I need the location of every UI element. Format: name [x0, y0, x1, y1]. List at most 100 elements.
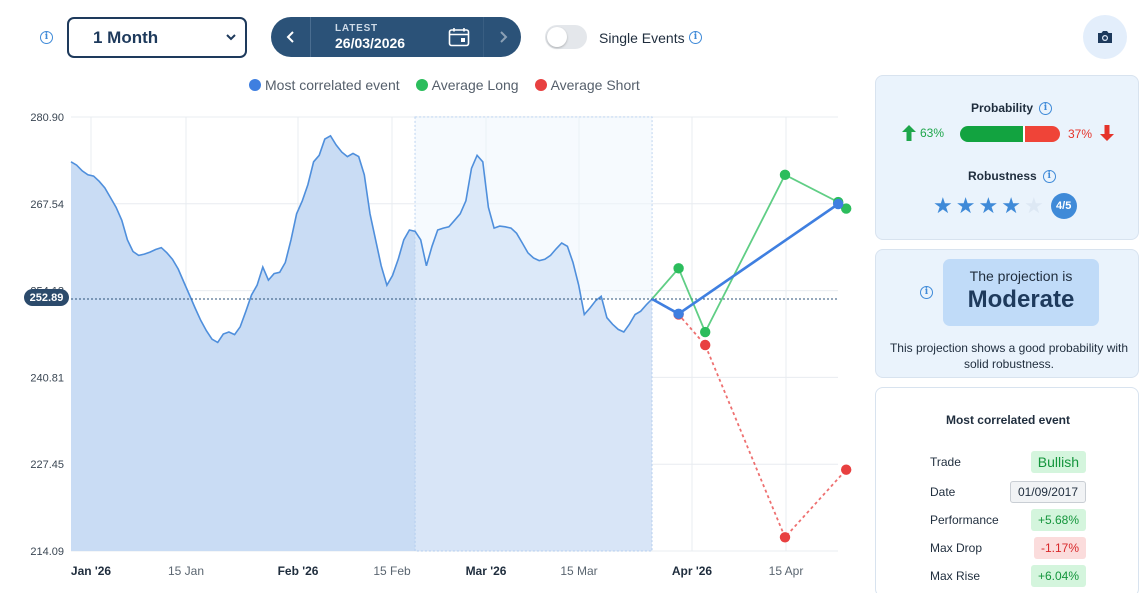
event-max-rise-value: +6.04%	[1030, 565, 1086, 587]
event-date-value: 01/09/2017	[1009, 481, 1086, 503]
chevron-right-icon	[499, 31, 507, 43]
star-icon: ★	[933, 193, 953, 218]
legend-item-most-correlated[interactable]: Most correlated event	[249, 77, 400, 93]
screenshot-button[interactable]	[1083, 15, 1127, 59]
probability-separator	[1023, 126, 1025, 142]
probability-heading: Probability i	[971, 101, 1053, 115]
price-chart[interactable]: 280.90267.54254.18240.81227.45214.09Jan …	[0, 100, 860, 593]
star-icon: ★	[1023, 193, 1044, 218]
highlight-overlay	[415, 117, 652, 551]
info-icon[interactable]: i	[689, 31, 702, 44]
legend-dot	[415, 79, 428, 91]
y-tick-label: 267.54	[30, 199, 64, 211]
legend-label: Average Short	[550, 77, 640, 93]
info-icon[interactable]: i	[1039, 101, 1053, 115]
period-select[interactable]: 1 Month	[67, 17, 247, 58]
probability-bar	[960, 126, 1060, 142]
event-max-drop-value: -1.17%	[1033, 537, 1086, 559]
x-tick-label: Mar '26	[466, 564, 507, 578]
arrow-up-icon	[902, 125, 916, 141]
series-most-correlated-line	[651, 202, 839, 316]
y-tick-label: 214.09	[30, 546, 64, 558]
y-tick-label: 240.81	[30, 372, 64, 384]
y-tick-label: 280.90	[30, 112, 64, 124]
highlight-window-border	[414, 116, 653, 552]
legend-item-average-long[interactable]: Average Long	[415, 77, 519, 93]
series-average-short-point	[700, 339, 711, 351]
projection-box: The projection is Moderate	[943, 259, 1099, 326]
star-icon: ★	[978, 193, 999, 218]
series-most-correlated-point	[673, 308, 684, 320]
probability-short: 37%	[1068, 127, 1093, 141]
highlight-top-fill	[415, 117, 652, 299]
robustness-badge: 4/5	[1050, 193, 1077, 219]
legend-dot	[249, 79, 261, 91]
info-icon[interactable]: i	[40, 31, 53, 44]
series-most-correlated-point	[833, 198, 844, 210]
arrow-down-icon	[1100, 125, 1114, 141]
series-average-short-line	[651, 298, 847, 539]
previous-date-button[interactable]	[271, 17, 311, 57]
legend-label: Most correlated event	[265, 77, 400, 93]
probability-row: 63% 37%	[902, 125, 1114, 142]
projection-description: This projection shows a good probability…	[889, 341, 1129, 371]
event-row-label: Trade	[930, 455, 961, 469]
x-tick-label: Apr '26	[672, 564, 713, 578]
series-average-long-point	[673, 263, 684, 274]
chevron-down-icon	[225, 31, 237, 46]
x-tick-label: 15 Apr	[769, 564, 804, 578]
toggle-knob	[547, 27, 567, 47]
event-row-label: Performance	[930, 513, 999, 527]
x-tick-label: 15 Feb	[373, 564, 411, 578]
legend-dot	[534, 79, 547, 91]
x-tick-label: Feb '26	[278, 564, 319, 578]
history-line	[70, 134, 653, 344]
chevron-left-icon	[286, 31, 294, 43]
chart-legend: Most correlated event Average Long Avera…	[249, 77, 640, 93]
event-row-label: Max Drop	[930, 541, 983, 555]
series-average-long-line	[651, 173, 847, 335]
info-icon[interactable]: i	[1042, 169, 1056, 183]
series-average-long-point	[840, 203, 852, 214]
event-trade-value: Bullish	[1030, 451, 1086, 473]
projection-value: Moderate	[967, 286, 1075, 313]
x-tick-label: 15 Mar	[560, 564, 597, 578]
next-date-button[interactable]	[483, 17, 521, 57]
camera-icon	[1098, 31, 1112, 43]
single-events-label: Single Events	[599, 30, 685, 46]
event-title: Most correlated event	[945, 413, 1071, 427]
robustness-heading: Robustness i	[968, 169, 1056, 183]
probability-title: Probability	[971, 101, 1034, 115]
star-icon: ★	[955, 193, 976, 218]
info-icon[interactable]: i	[920, 286, 933, 299]
probability-long-fill	[960, 126, 1023, 142]
probability-panel: Probability i 63% 37% Robustness i ★ ★ ★…	[875, 75, 1139, 240]
series-average-long-point	[779, 169, 791, 181]
x-tick-label: Jan '26	[71, 564, 112, 578]
series-average-long-point	[700, 326, 711, 338]
robustness-stars: ★ ★ ★ ★ ★ 4/5	[933, 193, 1077, 219]
y-tick-label: 227.45	[30, 459, 64, 471]
latest-date-block: LATEST 26/03/2026	[335, 23, 405, 51]
x-tick-label: 15 Jan	[168, 564, 204, 578]
legend-label: Average Long	[431, 77, 519, 93]
history-area	[71, 135, 652, 552]
single-events-toggle[interactable]	[545, 25, 587, 49]
series-average-short-point	[779, 532, 791, 543]
calendar-icon[interactable]	[448, 27, 470, 52]
date-navigator: LATEST 26/03/2026	[271, 17, 521, 57]
event-performance-value: +5.68%	[1030, 509, 1086, 531]
legend-item-average-short[interactable]: Average Short	[534, 77, 640, 93]
event-row-label: Max Rise	[930, 569, 981, 583]
probability-long: 63%	[920, 126, 945, 140]
event-panel: Most correlated event Trade Bullish Date…	[875, 387, 1139, 593]
period-select-value: 1 Month	[93, 27, 159, 47]
star-icon: ★	[1001, 193, 1021, 218]
latest-label: LATEST	[335, 23, 378, 34]
current-price-badge: 252.89	[24, 289, 69, 306]
latest-date: 26/03/2026	[335, 35, 406, 51]
series-average-short-point	[840, 464, 852, 475]
projection-prefix: The projection is	[969, 268, 1073, 284]
robustness-title: Robustness	[968, 169, 1037, 183]
